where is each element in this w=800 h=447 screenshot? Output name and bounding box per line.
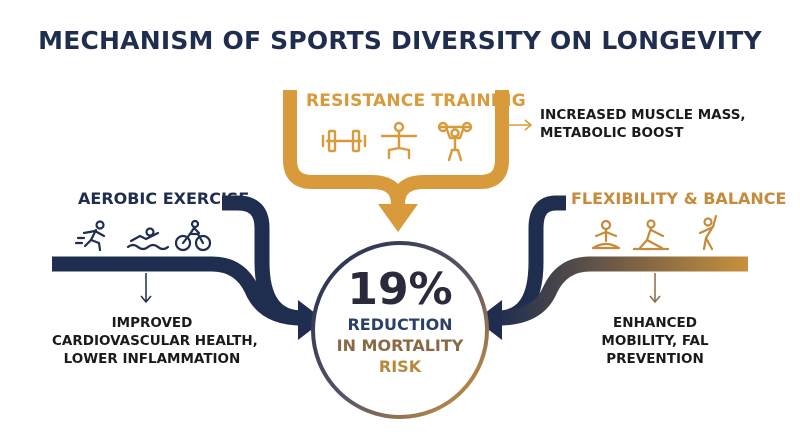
- resistance-flow: [283, 90, 533, 232]
- center-ring: [311, 241, 489, 419]
- swimmer-icon: [126, 227, 170, 251]
- aerobic-arrowhead: [298, 300, 324, 340]
- mortality-reduction-percent: 19%: [347, 264, 453, 315]
- flexibility-effect-text: ENHANCED MOBILITY, FAL PREVENTION: [560, 314, 750, 368]
- resistance-effect-line: METABOLIC BOOST: [540, 125, 684, 141]
- resistance-arrowhead: [378, 204, 418, 232]
- aerobic-effect-line: LOWER INFLAMMATION: [63, 351, 241, 367]
- aerobic-lower-arm: [52, 256, 303, 326]
- aerobic-exercise-label: AEROBIC EXERCISE: [78, 189, 250, 208]
- center-line: RISK: [378, 357, 422, 376]
- dumbbell-icon: [321, 129, 367, 153]
- flexibility-effect-line: ENHANCED: [613, 315, 697, 331]
- squat-figure-icon: [380, 121, 418, 160]
- resistance-right-arm: [391, 90, 509, 205]
- resistance-training-label: RESISTANCE TRAINING: [306, 91, 526, 111]
- resistance-effect-text: INCREASED MUSCLE MASS, METABOLIC BOOST: [540, 106, 746, 142]
- center-line: IN MORTALITY: [336, 336, 464, 355]
- center-result: 19% REDUCTION IN MORTALITY RISK: [318, 266, 482, 377]
- page-title: MECHANISM OF SPORTS DIVERSITY ON LONGEVI…: [38, 26, 762, 55]
- aerobic-flow: [52, 195, 324, 340]
- yoga-pose-icon: [632, 219, 670, 251]
- aerobic-effect-line: CARDIOVASCULAR HEALTH,: [52, 333, 258, 349]
- stretch-icon: [698, 214, 718, 251]
- flexibility-flow: [476, 195, 748, 340]
- resistance-effect-line: INCREASED MUSCLE MASS,: [540, 107, 746, 123]
- cyclist-icon: [174, 219, 212, 252]
- flexibility-upper-arm: [497, 195, 566, 326]
- flexibility-balance-label: FLEXIBILITY & BALANCE: [571, 189, 787, 208]
- flexibility-arrowhead: [476, 300, 502, 340]
- meditation-icon: [591, 219, 621, 250]
- flexibility-effect-line: PREVENTION: [606, 351, 704, 367]
- aerobic-effect-text: IMPROVED CARDIOVASCULAR HEALTH, LOWER IN…: [52, 314, 258, 368]
- flexibility-lower-arm: [497, 256, 748, 326]
- flexibility-effect-line: MOBILITY, FAL: [601, 333, 709, 349]
- aerobic-effect-line: IMPROVED: [111, 315, 193, 331]
- center-line: REDUCTION: [347, 315, 453, 334]
- weightlifter-icon: [437, 121, 473, 162]
- runner-icon: [74, 220, 106, 252]
